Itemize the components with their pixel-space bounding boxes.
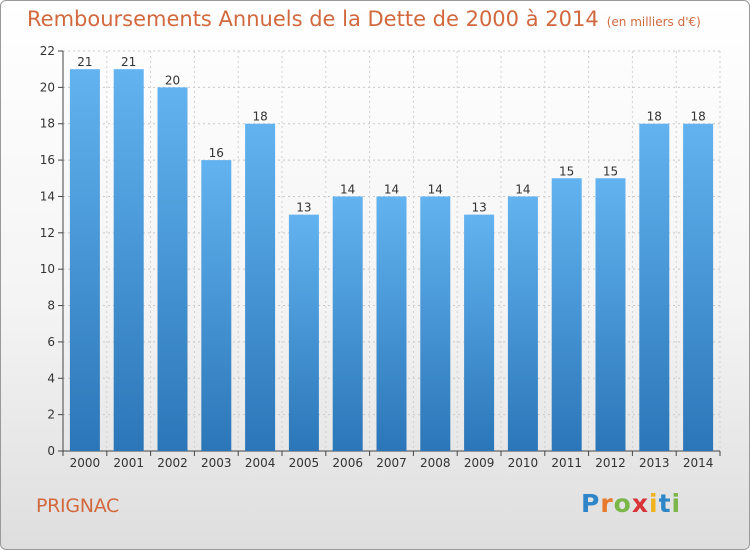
bar-value-label: 18 (252, 110, 267, 124)
bar (157, 87, 188, 451)
bar (113, 69, 144, 451)
logo-letter: i (649, 489, 659, 518)
bar (595, 178, 626, 452)
x-tick-label: 2005 (289, 456, 320, 470)
x-tick-label: 2007 (376, 456, 407, 470)
proxiti-logo: Proxiti (581, 489, 681, 518)
bar (551, 178, 582, 452)
bar-value-label: 14 (384, 182, 399, 196)
bar (507, 196, 538, 451)
chart-title: Remboursements Annuels de la Dette de 20… (27, 7, 599, 31)
x-tick-label: 2006 (332, 456, 363, 470)
chart-title-block: Remboursements Annuels de la Dette de 20… (27, 7, 701, 31)
bar (201, 160, 232, 451)
logo-letter: t (658, 489, 672, 518)
bar-value-label: 21 (121, 55, 136, 69)
logo-letter: r (600, 489, 614, 518)
x-tick-label: 2014 (683, 456, 714, 470)
bar (69, 69, 100, 451)
bar-value-label: 21 (77, 55, 92, 69)
bars (69, 69, 714, 452)
bar-value-label: 13 (296, 201, 311, 215)
commune-name: PRIGNAC (36, 495, 120, 517)
x-tick-label: 2011 (551, 456, 582, 470)
bar-value-label: 15 (559, 164, 574, 178)
y-tick-label: 8 (47, 299, 55, 313)
bar (376, 196, 407, 451)
y-tick-label: 18 (40, 117, 55, 131)
x-tick-label: 2002 (157, 456, 188, 470)
logo-letter: o (613, 489, 632, 518)
x-tick-label: 2003 (201, 456, 232, 470)
bar (245, 123, 276, 452)
bar-value-label: 15 (603, 164, 618, 178)
bar-value-label: 14 (340, 182, 355, 196)
y-tick-label: 20 (40, 80, 55, 94)
y-tick-label: 10 (40, 262, 55, 276)
x-tick-label: 2010 (508, 456, 539, 470)
y-tick-label: 0 (47, 444, 55, 458)
y-tick-label: 16 (40, 153, 55, 167)
y-tick-label: 2 (47, 408, 55, 422)
x-tick-label: 2001 (113, 456, 144, 470)
bar-value-label: 14 (428, 182, 443, 196)
bar (683, 123, 714, 452)
y-tick-label: 4 (47, 371, 55, 385)
bar-value-label: 18 (647, 110, 662, 124)
bar (332, 196, 363, 451)
y-tick-label: 22 (40, 44, 55, 58)
bar (420, 196, 451, 451)
x-tick-label: 2012 (595, 456, 626, 470)
bar-value-label: 16 (209, 146, 224, 160)
x-tick-label: 2013 (639, 456, 670, 470)
labels: 0 2 4 6 8 10 12 14 16 18 20 22 21 2000 21 2001 20 2002 16 2… (40, 44, 714, 470)
bar-value-label: 13 (471, 201, 486, 215)
chart-unit: (en milliers d'€) (606, 15, 701, 29)
x-tick-label: 2004 (245, 456, 276, 470)
logo-letter: x (631, 489, 649, 518)
bar-value-label: 14 (515, 182, 530, 196)
x-tick-label: 2009 (464, 456, 495, 470)
y-tick-label: 12 (40, 226, 55, 240)
bar-value-label: 20 (165, 73, 180, 87)
x-tick-label: 2000 (70, 456, 101, 470)
y-tick-label: 6 (47, 335, 55, 349)
bar (288, 214, 319, 451)
bar (464, 214, 495, 451)
logo-letter: P (581, 489, 601, 518)
bar (639, 123, 670, 452)
logo-letter: i (671, 489, 682, 518)
y-tick-label: 14 (40, 189, 55, 203)
x-tick-label: 2008 (420, 456, 451, 470)
bar-value-label: 18 (690, 110, 705, 124)
